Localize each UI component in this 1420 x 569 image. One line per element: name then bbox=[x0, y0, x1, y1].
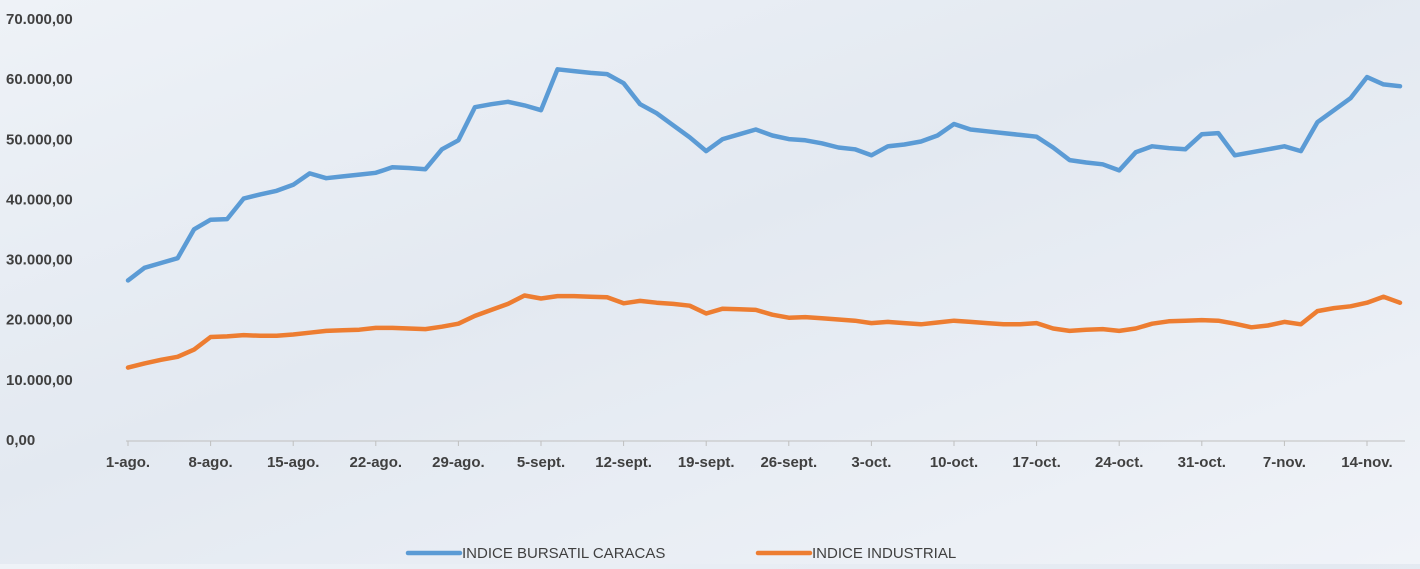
y-tick-label: 60.000,00 bbox=[6, 71, 73, 88]
page: {"chart_data": {"type": "line", "categor… bbox=[0, 0, 1420, 564]
series-line bbox=[128, 296, 1400, 368]
x-tick-label: 10-oct. bbox=[930, 454, 978, 471]
x-tick-label: 8-ago. bbox=[189, 454, 233, 471]
x-tick-label: 31-oct. bbox=[1178, 454, 1226, 471]
x-tick-label: 3-oct. bbox=[851, 454, 891, 471]
y-tick-label: 70.000,00 bbox=[6, 11, 73, 28]
x-tick-label: 5-sept. bbox=[517, 454, 565, 471]
y-tick-label: 30.000,00 bbox=[6, 252, 73, 269]
x-tick-label: 12-sept. bbox=[595, 454, 652, 471]
x-tick-label: 19-sept. bbox=[678, 454, 735, 471]
x-tick-label: 7-nov. bbox=[1263, 454, 1306, 471]
x-tick-label: 1-ago. bbox=[106, 454, 150, 471]
series-line bbox=[128, 69, 1400, 280]
y-tick-label: 20.000,00 bbox=[6, 312, 73, 329]
chart: 0,00 10.000,00 20.000,00 30.000,00 40.000,00… bbox=[0, 0, 1420, 564]
y-tick-label: 0,00 bbox=[6, 432, 35, 449]
x-tick-label: 14-nov. bbox=[1341, 454, 1392, 471]
x-tick-label: 15-ago. bbox=[267, 454, 320, 471]
legend-label: INDICE INDUSTRIAL bbox=[812, 545, 956, 562]
legend-label: INDICE BURSATIL CARACAS bbox=[462, 545, 665, 562]
y-tick-label: 50.000,00 bbox=[6, 131, 73, 148]
x-tick-label: 24-oct. bbox=[1095, 454, 1143, 471]
x-tick-label: 29-ago. bbox=[432, 454, 485, 471]
x-tick-label: 26-sept. bbox=[760, 454, 817, 471]
x-tick-label: 17-oct. bbox=[1012, 454, 1060, 471]
x-tick-label: 22-ago. bbox=[350, 454, 403, 471]
y-tick-label: 40.000,00 bbox=[6, 191, 73, 208]
y-tick-label: 10.000,00 bbox=[6, 372, 73, 389]
